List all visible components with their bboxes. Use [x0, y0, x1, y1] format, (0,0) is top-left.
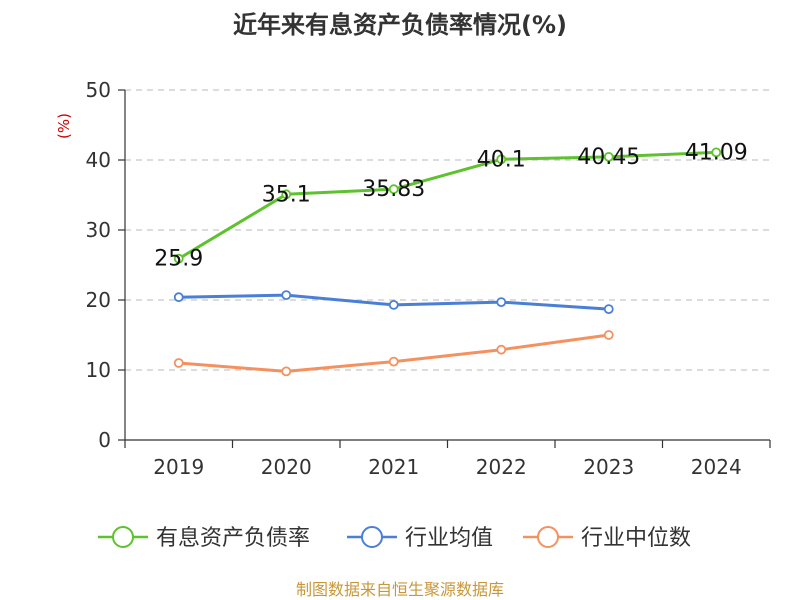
data-label: 35.1 [262, 182, 311, 207]
data-point [496, 154, 507, 165]
axes: 0 10 20 30 40 50 2019 2020 2021 2022 2023 2024 [86, 78, 771, 479]
x-tick-label: 2021 [368, 455, 419, 479]
data-point [173, 253, 184, 264]
legend-item: 行业中位数 [523, 526, 691, 551]
chart-title: 近年来有息资产负债率情况(%) [233, 11, 567, 39]
legend-marker [361, 526, 383, 548]
legend-label: 行业中位数 [581, 526, 691, 551]
x-tick-label: 2024 [691, 455, 742, 479]
data-point [388, 184, 399, 195]
y-tick-label: 50 [86, 78, 111, 102]
data-point [711, 147, 722, 158]
data-point [173, 292, 184, 303]
data-label: 41.09 [685, 140, 748, 165]
series-layer [173, 147, 722, 377]
x-tick-label: 2020 [261, 455, 312, 479]
data-label: 40.45 [577, 145, 640, 170]
data-label: 40.1 [477, 147, 526, 172]
y-tick-label: 40 [86, 148, 111, 172]
x-tick-label: 2022 [476, 455, 527, 479]
y-tick-label: 10 [86, 358, 111, 382]
legend: 有息资产负债率 行业均值 行业中位数 [98, 526, 691, 551]
data-point [388, 299, 399, 310]
data-point [281, 366, 292, 377]
y-tick-label: 0 [98, 428, 111, 452]
y-axis-label: (%) [55, 113, 73, 139]
legend-label: 有息资产负债率 [156, 526, 310, 551]
y-tick-label: 20 [86, 288, 111, 312]
data-point [173, 358, 184, 368]
y-tick-label: 30 [86, 218, 111, 242]
x-tick-label: 2019 [153, 455, 204, 479]
legend-item: 有息资产负债率 [98, 526, 310, 551]
data-point [388, 356, 399, 367]
data-point [281, 189, 292, 200]
data-label: 35.83 [362, 177, 425, 202]
legend-marker [537, 526, 559, 548]
legend-label: 行业均值 [405, 526, 493, 551]
data-point [496, 297, 507, 308]
data-point [603, 151, 614, 162]
legend-marker [112, 526, 134, 548]
gridlines [125, 89, 770, 371]
data-point [603, 330, 614, 340]
x-tick-label: 2023 [583, 455, 634, 479]
source-note: 制图数据来自恒生聚源数据库 [296, 580, 504, 599]
legend-item: 行业均值 [347, 526, 493, 551]
data-point [603, 304, 614, 315]
data-label: 25.9 [154, 247, 203, 272]
data-point [281, 290, 292, 301]
data-point [496, 344, 507, 355]
data-labels: 25.9 35.1 35.83 40.1 40.45 41.09 [154, 140, 747, 271]
series-line [177, 150, 718, 261]
